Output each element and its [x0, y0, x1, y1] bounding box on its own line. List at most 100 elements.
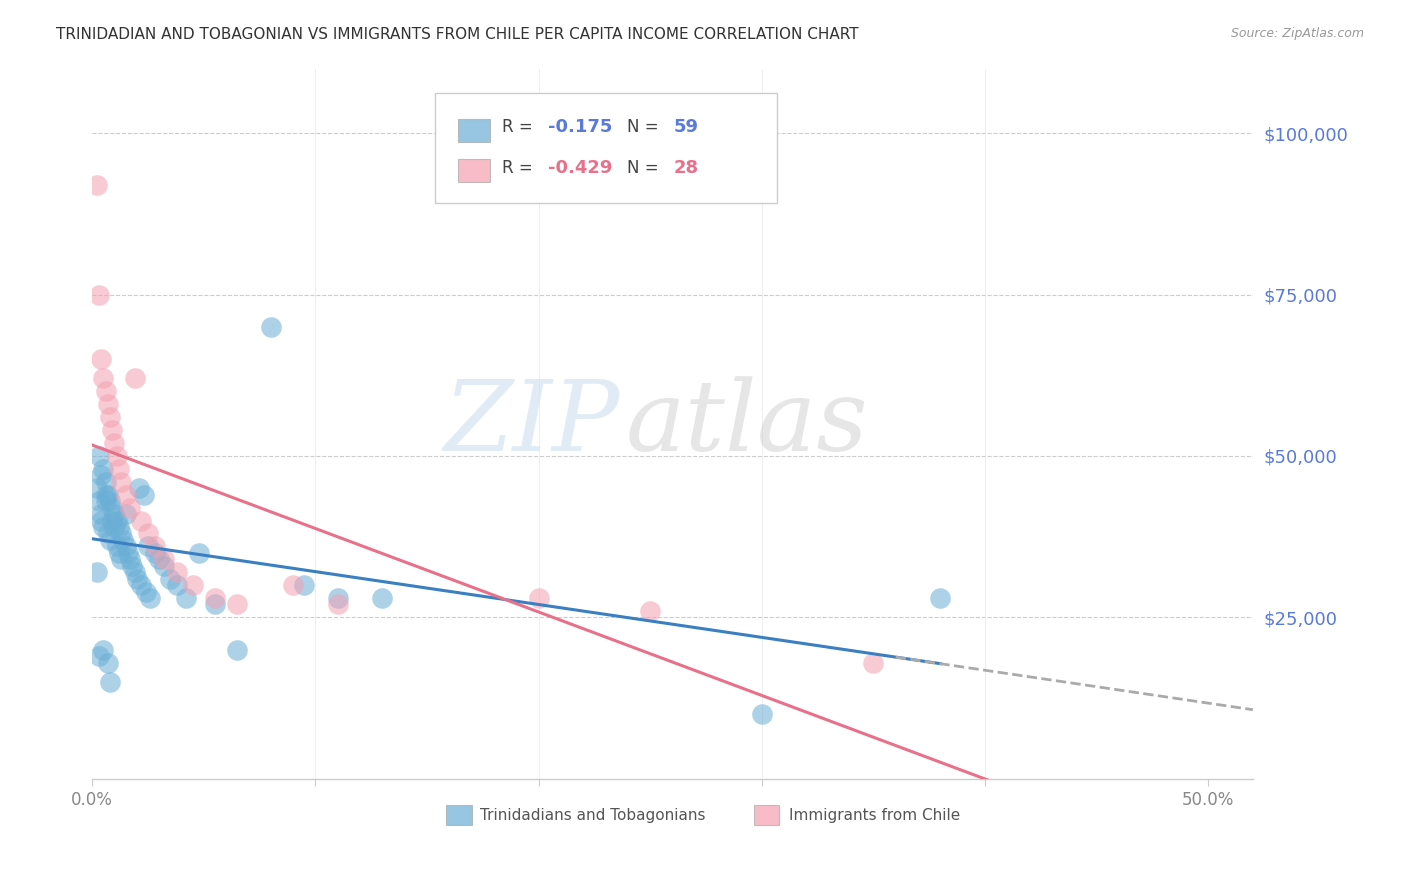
Point: [292, 578, 315, 592]
Point: [132, 488, 155, 502]
Point: [90, 507, 112, 521]
Point: [87, 494, 110, 508]
Point: [929, 591, 952, 605]
Point: [105, 449, 128, 463]
Point: [862, 656, 884, 670]
Point: [105, 540, 128, 554]
Point: [527, 591, 550, 605]
Point: [87, 449, 110, 463]
Point: [103, 507, 125, 521]
Point: [97, 488, 120, 502]
Point: [114, 507, 136, 521]
Point: [110, 526, 132, 541]
Point: [94, 494, 117, 508]
Point: [101, 500, 124, 515]
Point: [87, 649, 110, 664]
Bar: [458, 160, 491, 182]
Point: [110, 552, 132, 566]
Point: [326, 591, 349, 605]
Point: [371, 591, 394, 605]
Point: [108, 520, 131, 534]
Point: [87, 287, 110, 301]
Point: [114, 540, 136, 554]
Point: [226, 642, 249, 657]
Point: [110, 475, 132, 489]
Text: N =: N =: [627, 119, 664, 136]
Text: 59: 59: [673, 119, 699, 136]
Text: ZIP: ZIP: [444, 376, 620, 471]
Point: [188, 546, 211, 560]
FancyBboxPatch shape: [434, 94, 778, 203]
Point: [98, 410, 121, 425]
Text: Trinidadians and Tobagonians: Trinidadians and Tobagonians: [479, 807, 706, 822]
Point: [108, 462, 131, 476]
Text: R =: R =: [502, 119, 538, 136]
Point: [117, 546, 139, 560]
Point: [143, 546, 166, 560]
Point: [152, 552, 174, 566]
Point: [94, 384, 117, 399]
Point: [751, 707, 773, 722]
Text: Immigrants from Chile: Immigrants from Chile: [789, 807, 960, 822]
Point: [204, 598, 226, 612]
Point: [98, 533, 121, 547]
Point: [97, 656, 120, 670]
Point: [148, 552, 170, 566]
Point: [124, 371, 146, 385]
Point: [204, 591, 226, 605]
Point: [129, 514, 152, 528]
Point: [97, 397, 120, 411]
Point: [114, 488, 136, 502]
Point: [101, 423, 124, 437]
Point: [281, 578, 304, 592]
Text: Source: ZipAtlas.com: Source: ZipAtlas.com: [1230, 27, 1364, 40]
Point: [101, 514, 124, 528]
Point: [139, 591, 162, 605]
Point: [103, 520, 125, 534]
Text: R =: R =: [502, 159, 538, 177]
Point: [128, 481, 150, 495]
Point: [90, 468, 112, 483]
Point: [103, 436, 125, 450]
Point: [91, 371, 114, 385]
Point: [166, 565, 188, 579]
Point: [174, 591, 197, 605]
Point: [136, 540, 159, 554]
Point: [91, 462, 114, 476]
Point: [86, 565, 108, 579]
Point: [98, 494, 121, 508]
Point: [105, 514, 128, 528]
Point: [143, 540, 166, 554]
Text: N =: N =: [627, 159, 664, 177]
Text: -0.429: -0.429: [548, 159, 613, 177]
Point: [129, 578, 152, 592]
Point: [86, 481, 108, 495]
Point: [120, 500, 142, 515]
Point: [152, 558, 174, 573]
Point: [86, 178, 108, 192]
Point: [260, 319, 283, 334]
Point: [94, 475, 117, 489]
Point: [638, 604, 661, 618]
Point: [97, 526, 120, 541]
Text: TRINIDADIAN AND TOBAGONIAN VS IMMIGRANTS FROM CHILE PER CAPITA INCOME CORRELATIO: TRINIDADIAN AND TOBAGONIAN VS IMMIGRANTS…: [56, 27, 859, 42]
Text: 28: 28: [673, 159, 699, 177]
Point: [166, 578, 188, 592]
Point: [91, 642, 114, 657]
Point: [135, 584, 157, 599]
Point: [108, 546, 131, 560]
Point: [326, 598, 349, 612]
Bar: [446, 805, 471, 825]
Bar: [754, 805, 779, 825]
Bar: [458, 119, 491, 142]
Point: [90, 352, 112, 367]
Point: [136, 526, 159, 541]
Text: atlas: atlas: [626, 376, 869, 471]
Point: [112, 533, 135, 547]
Point: [120, 552, 142, 566]
Point: [90, 514, 112, 528]
Point: [98, 675, 121, 690]
Point: [121, 558, 143, 573]
Point: [159, 572, 181, 586]
Point: [125, 572, 148, 586]
